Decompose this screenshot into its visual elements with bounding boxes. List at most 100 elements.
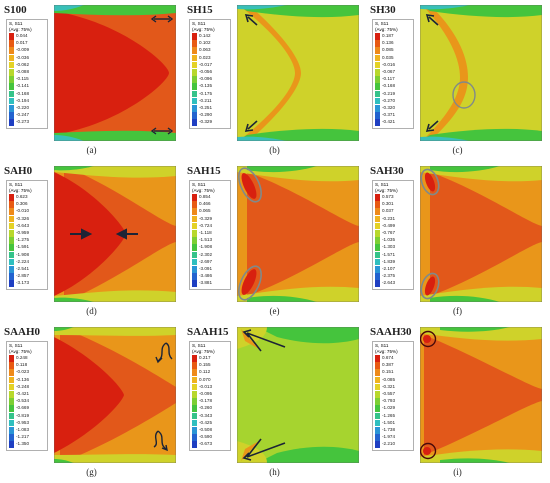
legend-value: -0.534 [16,398,30,404]
legend-swatch [9,222,14,230]
legend-swatch [9,383,14,391]
arrow-annotation [70,228,138,240]
color-legend: S, S11 (Avg: 75%) 0.674 0.387 0.151 -0.085 -0.… [372,341,414,451]
color-legend: S, S11 (Avg: 75%) 0.573 0.301 0.037 -0.231 -0.… [372,180,414,290]
legend-swatch [192,258,197,266]
legend-value: 0.466 [199,201,211,207]
legend-value: 0.044 [16,33,28,38]
legend-swatch [192,376,197,384]
panel-title: SAAH15 [187,326,229,338]
legend-swatch [375,201,380,208]
legend-swatch [192,362,197,369]
arrow-annotation [153,342,173,452]
legend-swatch [9,441,14,448]
legend-value: -0.009 [16,47,30,53]
legend-swatch [192,412,197,420]
legend-value: 0.023 [199,54,211,60]
panel-caption: (e) [269,306,280,316]
legend-swatch [9,412,14,420]
color-legend: S, S11 (Avg: 75%) 0.142 0.102 0.063 0.023 -0.0… [189,19,231,129]
legend-value: -0.247 [16,112,30,118]
legend-value: -0.819 [16,412,30,418]
highlight-circle [420,272,440,300]
legend-swatch [192,434,197,441]
stress-contour-plot [420,327,542,463]
legend-swatch [192,119,197,126]
legend-swatch [9,40,14,47]
legend-header: (Avg: 75%) [9,188,32,194]
legend-swatch [9,119,14,126]
legend-value: -0.329 [199,215,213,221]
legend-value: 0.248 [16,355,28,360]
legend-swatch [375,47,380,54]
legend-value: 0.155 [199,362,211,368]
legend-value: -0.508 [199,427,213,432]
legend-swatch [9,362,14,369]
legend-value: -0.135 [199,83,213,89]
legend-swatch [192,69,197,76]
panel-caption: (h) [269,467,280,477]
legend-swatch [9,237,14,244]
legend-swatch [375,76,380,83]
legend-value: -2.541 [16,266,30,271]
legend-swatch [9,391,14,398]
legend-value: -3.486 [199,273,213,279]
legend-value: -0.178 [199,398,213,404]
legend-swatch [375,208,380,215]
legend-swatch [192,215,197,223]
legend-value: -0.425 [199,419,213,425]
color-legend: S, S11 (Avg: 75%) 0.248 0.118 -0.023 -0.136 -0… [6,341,48,451]
legend-swatch [9,69,14,76]
legend-value: -0.793 [382,398,396,404]
legend-value: 0.017 [16,40,28,46]
legend-swatch [375,112,380,119]
legend-value: -0.096 [199,76,213,82]
legend-swatch [9,97,14,105]
legend-header: (Avg: 75%) [192,349,215,355]
arrow-annotation [244,14,258,132]
legend-swatch [9,258,14,266]
highlight-circle [238,265,262,301]
legend-value: -0.062 [16,61,30,67]
legend-value: -1.908 [16,251,30,257]
legend-swatch [9,215,14,223]
legend-value: -2.210 [382,441,396,447]
legend-header: (Avg: 75%) [9,349,32,355]
legend-value: -0.343 [199,412,213,418]
legend-value: 0.085 [382,47,394,53]
legend-swatch [9,376,14,384]
legend-swatch [9,427,14,434]
legend-swatch [192,230,197,237]
legend-value: 0.217 [199,355,211,360]
color-legend: S, S11 (Avg: 75%) 0.854 0.466 0.065 -0.329 -0.… [189,180,231,290]
panel-caption: (i) [453,467,462,477]
legend-value: -0.260 [199,405,213,411]
stress-contour-plot [237,166,359,302]
arrow-annotation [425,14,439,132]
legend-value: -2.107 [382,266,396,271]
legend-swatch [375,427,380,434]
legend-value: -0.326 [16,215,30,221]
legend-value: -0.023 [16,369,30,375]
legend-value: -0.117 [382,76,395,82]
legend-swatch [192,208,197,215]
legend-swatch [9,105,14,112]
legend-swatch [9,355,14,362]
panel-sh30: SH30 S, S11 (Avg: 75%) 0.187 0.136 0.085 0.03… [366,0,549,161]
legend-value: -1.513 [199,237,213,243]
legend-value: -1.501 [382,419,396,425]
panel-title: S100 [4,4,27,16]
legend-value: -1.035 [382,237,396,243]
legend-header: (Avg: 75%) [375,349,398,355]
panel-title: SAH0 [4,165,33,177]
legend-value: 0.142 [199,33,211,38]
legend-value: -1.265 [382,412,396,418]
legend-header: S, S11 [192,21,206,26]
legend-value: -0.115 [16,76,29,82]
legend-value: 0.301 [382,201,394,207]
legend-value: 0.118 [16,362,28,368]
legend-swatch [375,419,380,427]
legend-swatch [375,105,380,112]
legend-swatch [192,76,197,83]
legend-value: -0.959 [16,230,30,235]
